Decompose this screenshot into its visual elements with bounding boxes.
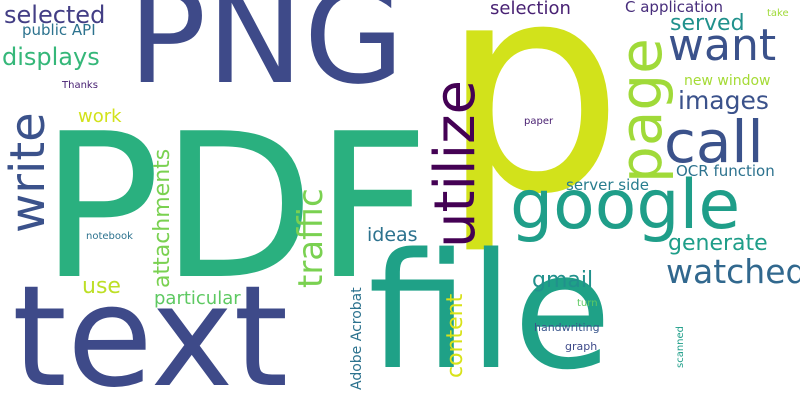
word-content: content <box>445 294 467 378</box>
word-paper: paper <box>524 117 553 127</box>
word-new-window: new window <box>684 74 771 88</box>
word-attachments: attachments <box>152 149 174 288</box>
word-ideas: ideas <box>367 226 418 245</box>
word-served: served <box>670 13 745 35</box>
word-graph: graph <box>565 341 597 352</box>
word-take: take <box>767 9 789 19</box>
word-images: images <box>678 88 769 113</box>
word-traffic: traffic <box>294 188 328 288</box>
word-server-side: server side <box>566 178 649 193</box>
word-public-api: public API <box>22 23 96 38</box>
word-generate: generate <box>668 233 768 255</box>
word-particular: particular <box>154 290 241 308</box>
word-write: write <box>4 112 52 233</box>
word-use: use <box>82 276 121 298</box>
word-scanned: scanned <box>676 326 686 368</box>
word-thanks: Thanks <box>62 81 98 91</box>
word-file: file <box>368 232 612 392</box>
word-ocr-function: OCR function <box>676 164 775 179</box>
word-work: work <box>78 108 122 126</box>
word-adobe-acrobat: Adobe Acrobat <box>350 287 364 390</box>
word-turn: turn <box>577 299 598 309</box>
word-displays: displays <box>2 45 100 69</box>
word-handwriting: handwriting <box>534 322 600 333</box>
word-gmail: gmail <box>532 270 593 292</box>
word-selection: selection <box>490 0 571 18</box>
word-notebook: notebook <box>86 232 133 242</box>
word-png: PNG <box>128 0 404 102</box>
word-page: page <box>612 38 670 183</box>
word-watched: watched <box>666 255 800 288</box>
word-c-application: C application <box>625 0 723 15</box>
word-utilize: utilize <box>428 80 484 248</box>
